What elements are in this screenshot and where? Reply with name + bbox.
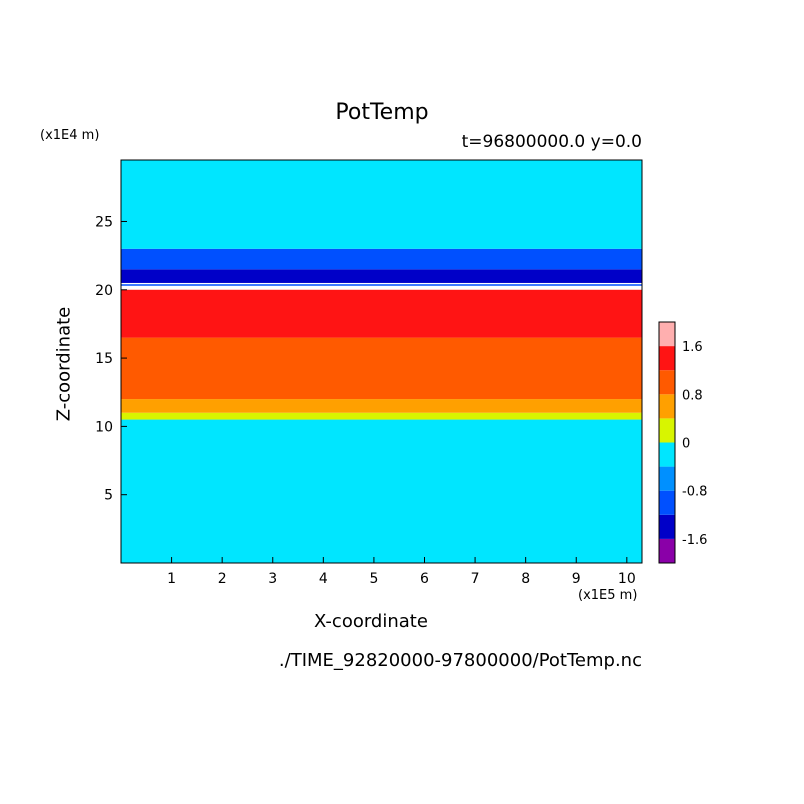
colorbar-swatch-4	[659, 442, 675, 467]
x-tick-label: 3	[268, 571, 277, 587]
colorbar-swatch-1	[659, 514, 675, 539]
source-file-label: ./TIME_92820000-97800000/PotTemp.nc	[278, 650, 642, 671]
colorbar-tick-label: -1.6	[682, 533, 707, 548]
colorbar-swatch-0	[659, 538, 675, 563]
field-layer-0	[121, 419, 642, 563]
colorbar-swatch-3	[659, 466, 675, 491]
x-axis-label: X-coordinate	[314, 611, 428, 632]
x-tick-label: 5	[369, 571, 378, 587]
plot-frame	[120, 159, 643, 564]
field-layer-6	[121, 248, 642, 270]
colorbar-frame	[658, 321, 676, 564]
colorbar-swatch-5	[659, 418, 675, 443]
x-tick-label: 7	[471, 571, 480, 587]
x-tick-label: 1	[167, 571, 176, 587]
field-layer-7	[121, 160, 642, 249]
x-tick-label: 10	[618, 571, 636, 587]
colorbar-tick-label: 1.6	[682, 340, 703, 355]
colorbar-swatch-8	[659, 346, 675, 371]
x-axis-multiplier: (x1E5 m)	[578, 588, 638, 603]
colorbar: 1.6 0.8 0 -0.8 -1.6	[658, 321, 707, 564]
colorbar-tick-label: 0.8	[682, 388, 703, 403]
colorbar-swatch-9	[659, 322, 675, 347]
y-tick-label: 25	[95, 214, 113, 230]
colorbar-tick-label: -0.8	[682, 485, 707, 500]
x-tick-label: 2	[218, 571, 227, 587]
x-tick-label: 8	[521, 571, 530, 587]
plot-area: 1 2 3 4 5 6 7 8 9 10 5 10 15 20 25	[95, 159, 643, 587]
colorbar-swatch-7	[659, 370, 675, 395]
x-tick-label: 9	[572, 571, 581, 587]
colorbar-tick-label: 0	[682, 437, 690, 452]
field-layer-5	[121, 269, 642, 283]
y-tick-label: 5	[104, 488, 113, 504]
x-tick-label: 4	[319, 571, 328, 587]
chart-title: PotTemp	[335, 100, 429, 125]
y-axis-multiplier: (x1E4 m)	[40, 128, 100, 143]
field-layer-2	[121, 399, 642, 413]
y-tick-label: 20	[95, 283, 113, 299]
y-tick-label: 10	[95, 419, 113, 435]
field-layer-3	[121, 337, 642, 400]
x-tick-label: 6	[420, 571, 429, 587]
colorbar-swatch-6	[659, 394, 675, 419]
colorbar-swatch-2	[659, 490, 675, 515]
field-layer-1	[121, 412, 642, 420]
y-tick-label: 15	[95, 351, 113, 367]
chart-subtitle: t=96800000.0 y=0.0	[461, 132, 642, 152]
field-layer-4	[121, 289, 642, 338]
